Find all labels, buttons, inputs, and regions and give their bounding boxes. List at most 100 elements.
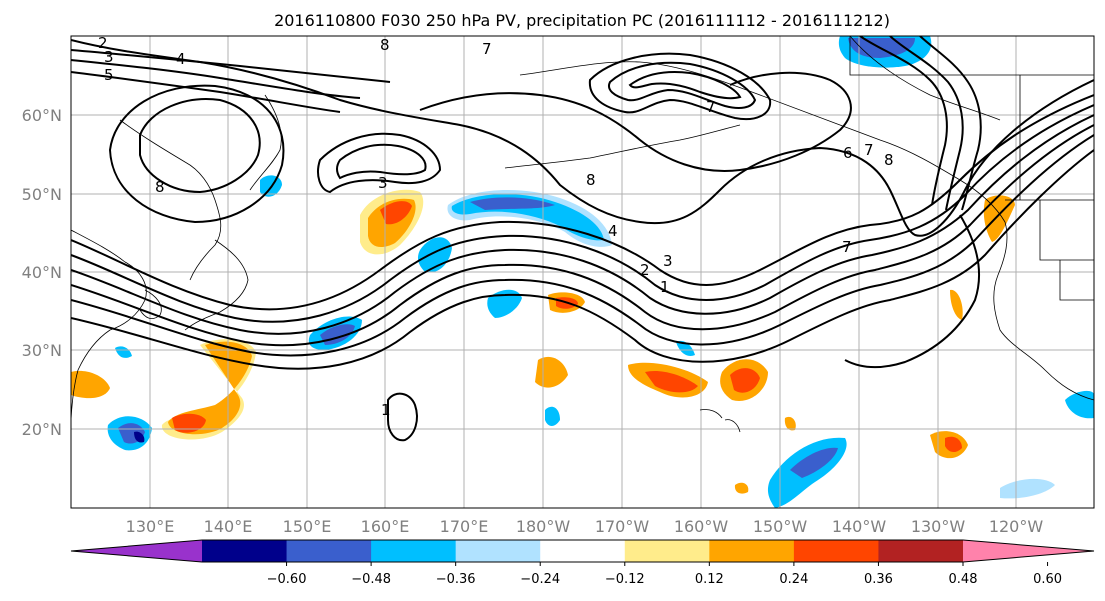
- precip-patch-negative: [487, 289, 522, 318]
- lat-label: 30°N: [22, 341, 62, 360]
- colorbar-segment: [286, 540, 372, 562]
- contour-label: 2: [98, 34, 108, 52]
- colorbar-segment: [878, 540, 964, 562]
- colorbar-segment: [371, 540, 457, 562]
- colorbar: −0.60 −0.48 −0.36 −0.24 −0.12 0.12 0.24 0.36 0.4…: [70, 539, 1095, 587]
- coastline-hawaii: [699, 409, 741, 433]
- pv-contours: [71, 36, 1094, 442]
- contour-label: 1: [660, 278, 670, 296]
- coastline-kamchatka: [249, 94, 282, 191]
- contour-label: 7: [482, 40, 492, 58]
- alaska-canada-border: [849, 36, 1094, 76]
- latitude-labels: 20°N 30°N 40°N 50°N 60°N: [22, 106, 62, 439]
- pv-contour: [139, 98, 261, 194]
- precip-patch-positive: [734, 482, 749, 494]
- colorbar-tick-label: −0.12: [605, 572, 645, 587]
- pv-contour: [336, 143, 427, 180]
- pv-contour: [71, 114, 1094, 335]
- contour-label: 7: [706, 98, 716, 116]
- contour-label: 5: [104, 66, 114, 84]
- gridlines: [71, 36, 1094, 508]
- lon-label: 130°W: [911, 517, 966, 536]
- contour-label: 3: [104, 48, 114, 66]
- lat-label: 20°N: [22, 420, 62, 439]
- colorbar-tick-label: 0.60: [1033, 572, 1062, 587]
- coastline-alaska-north: [849, 36, 1001, 121]
- pv-contour: [71, 124, 1094, 347]
- pv-contour: [71, 39, 1094, 237]
- coastline-korea: [139, 289, 162, 320]
- contour-label: 8: [884, 151, 894, 169]
- contour-label: 8: [586, 171, 596, 189]
- lon-label: 180°W: [516, 517, 571, 536]
- pv-contour: [859, 36, 948, 206]
- precip-patch-positive: [730, 368, 760, 393]
- colorbar-tick-label: 0.48: [949, 572, 978, 587]
- pv-contour: [71, 49, 391, 83]
- contour-label: 1: [381, 401, 391, 419]
- lon-label: 150°E: [283, 517, 332, 536]
- coastline-north-america: [993, 221, 1094, 401]
- contour-label: 8: [380, 36, 390, 54]
- colorbar-segment: [455, 540, 541, 562]
- pv-contour: [317, 132, 442, 194]
- precip-shading: [71, 36, 1094, 508]
- precip-patch-positive: [168, 341, 252, 435]
- colorbar-segment: [540, 540, 626, 562]
- lon-label: 150°W: [753, 517, 808, 536]
- contour-label: 7: [864, 141, 874, 159]
- lon-label: 120°W: [989, 517, 1044, 536]
- contour-label: 3: [378, 174, 388, 192]
- pv-contour: [608, 61, 757, 109]
- longitude-labels: 130°E 140°E 150°E 160°E 170°E 180°W 170°…: [126, 517, 1044, 536]
- colorbar-segment: [793, 540, 879, 562]
- contour-label: 3: [663, 252, 673, 270]
- contour-label: 2: [640, 261, 650, 279]
- pv-contour: [588, 52, 772, 120]
- precip-patch-positive: [784, 416, 796, 431]
- pv-contour: [108, 84, 285, 224]
- map-frame: [70, 35, 1095, 509]
- contour-labels: 2 3 4 5 8 7 8 3 8 3 4 2 1 6 7 8 7 7 1: [98, 34, 894, 419]
- lat-label: 40°N: [22, 263, 62, 282]
- precip-patch-negative: [470, 197, 555, 210]
- contour-label: 4: [608, 222, 618, 240]
- coastline-aleutians: [504, 124, 741, 169]
- lon-label: 170°W: [595, 517, 650, 536]
- precip-patch-positive: [380, 201, 412, 225]
- lat-label: 60°N: [22, 106, 62, 125]
- precip-patch-positive: [71, 370, 110, 399]
- coastline-asia: [71, 229, 147, 421]
- precip-patch-negative: [134, 431, 145, 443]
- contour-label: 6: [843, 144, 853, 162]
- pv-contour: [71, 94, 1094, 311]
- map-title: 2016110800 F030 250 hPa PV, precipitatio…: [274, 11, 890, 30]
- colorbar-tick-label: −0.60: [267, 572, 307, 587]
- pv-contour: [71, 59, 361, 99]
- contour-label: 4: [176, 50, 186, 68]
- pv-contour: [919, 36, 982, 211]
- lon-label: 160°W: [674, 517, 729, 536]
- pv-contour: [71, 149, 1094, 370]
- lon-label: 170°E: [440, 517, 489, 536]
- precip-patch-negative: [676, 340, 695, 356]
- precip-patch-positive: [172, 413, 206, 433]
- precip-patch-positive: [945, 436, 962, 453]
- colorbar-tick-label: −0.24: [520, 572, 560, 587]
- coastline-east-asia: [119, 119, 222, 281]
- colorbar-segment: [709, 540, 795, 562]
- precip-patch-negative: [115, 346, 132, 358]
- contour-label: 8: [155, 178, 165, 196]
- precip-patch-positive: [950, 289, 963, 320]
- lon-label: 140°W: [832, 517, 887, 536]
- pv-contour: [71, 104, 1094, 323]
- colorbar-extend-low: [71, 540, 202, 562]
- lat-label: 50°N: [22, 185, 62, 204]
- colorbar-tick-label: −0.48: [351, 572, 391, 587]
- pv-contour: [387, 392, 418, 442]
- pv-contour: [889, 36, 964, 211]
- state-borders: [1019, 75, 1094, 301]
- colorbar-segment: [624, 540, 710, 562]
- colorbar-outline: [70, 539, 1095, 563]
